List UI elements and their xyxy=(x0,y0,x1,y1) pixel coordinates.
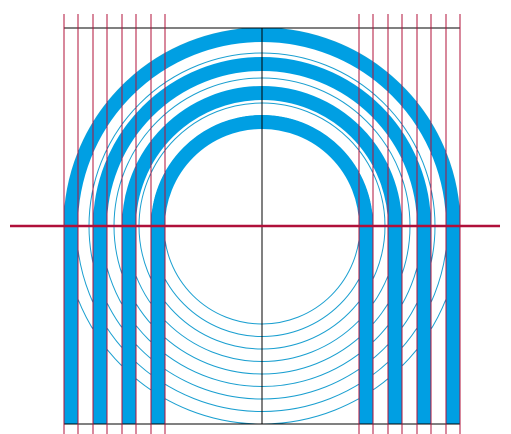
arch-band-2-left-leg xyxy=(93,226,107,424)
arch-band-1-right-leg xyxy=(446,226,460,424)
arch-band-4-right-leg xyxy=(359,226,373,424)
arch-band-1-left-leg xyxy=(64,226,78,424)
arch-band-2-right-leg xyxy=(417,226,431,424)
guide-lines xyxy=(10,14,500,434)
arch-band-3-left-leg xyxy=(122,226,136,424)
arch-band-3-right-leg xyxy=(388,226,402,424)
arch-band-4-left-leg xyxy=(151,226,165,424)
